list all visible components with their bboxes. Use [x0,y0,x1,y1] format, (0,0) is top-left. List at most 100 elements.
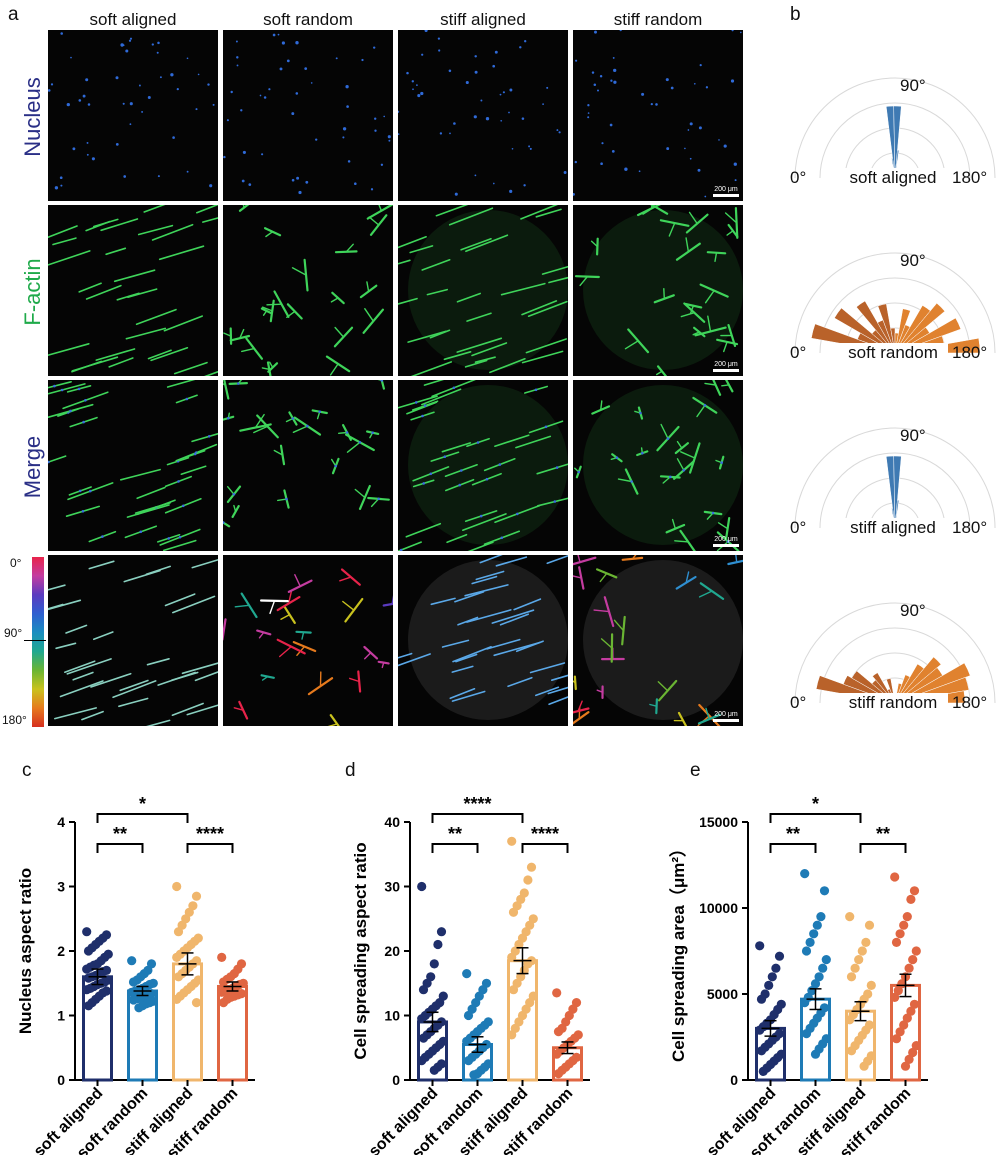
significance-bracket [433,814,523,823]
y-tick-label: 2 [57,943,65,959]
data-point [219,998,228,1007]
data-point [437,927,446,936]
data-point [820,886,829,895]
col-title-soft-random: soft random [223,10,393,30]
data-point [127,956,136,965]
panel-letter-b: b [790,4,801,26]
col-title-soft-aligned: soft aligned [48,10,218,30]
polar-0-label: soft aligned [838,168,948,188]
significance-label: **** [463,794,491,814]
micrograph-orientation-soft-random [223,555,393,726]
colorbar-label-90: 90° [4,626,22,640]
y-tick-label: 5000 [707,986,738,1002]
significance-bracket [98,814,188,823]
data-point [890,993,899,1002]
data-point [806,938,815,947]
significance-bracket [771,814,861,823]
polar-3-left-angle: 0° [790,693,806,713]
micrograph-merge-soft-random [223,380,393,551]
colorbar-tick-90 [24,640,46,641]
data-point [509,908,518,917]
data-point [800,869,809,878]
significance-label: ** [786,824,800,844]
data-point [419,1034,428,1043]
polar-1-right-angle: 180° [952,343,987,363]
row-label-f-actin: F-actin [20,217,46,367]
data-point [507,1030,516,1039]
data-point [845,912,854,921]
data-point [129,995,138,1004]
scale-bar: 200 μm [713,536,739,547]
significance-label: * [139,794,146,814]
y-axis-label: Nucleus aspect ratio [16,868,35,1034]
y-tick-label: 0 [392,1072,400,1088]
data-point [129,977,138,986]
significance-label: **** [196,824,224,844]
data-point [910,886,919,895]
polar-2-label: stiff aligned [838,518,948,538]
micrograph-nucleus-soft-random [223,30,393,201]
data-point [775,952,784,961]
panel-letter-a: a [8,4,19,26]
data-point [174,972,183,981]
data-point [759,1067,768,1076]
data-point [417,1056,426,1065]
orientation-colorbar [32,557,44,727]
y-tick-label: 4 [57,814,65,830]
data-point [527,863,536,872]
data-point [134,1003,143,1012]
micrograph-f-actin-soft-aligned [48,205,218,376]
data-point [172,953,181,962]
data-point [509,985,518,994]
data-point [464,1011,473,1020]
polar-3-top-angle: 90° [900,601,926,621]
data-point [865,921,874,930]
polar-plot-stiff-random: 0° 90° 180° stiff random [790,553,1000,725]
data-point [908,955,917,964]
data-point [554,1069,563,1078]
polar-0-right-angle: 180° [952,168,987,188]
col-title-stiff-aligned: stiff aligned [398,10,568,30]
data-point [84,1001,93,1010]
scale-bar-line [713,544,739,547]
data-point [845,1015,854,1024]
data-point [217,953,226,962]
data-point [905,964,914,973]
data-point [802,946,811,955]
data-point [768,972,777,981]
data-point [818,964,827,973]
data-point [903,912,912,921]
significance-label: ** [876,824,890,844]
significance-bracket [861,844,906,853]
micrograph-merge-stiff-aligned [398,380,568,551]
polar-plot-soft-aligned: 0° 90° 180° soft aligned [790,28,1000,200]
col-title-stiff-random: stiff random [573,10,743,30]
data-point [816,912,825,921]
data-point [430,959,439,968]
data-point [892,938,901,947]
scale-bar: 200 μm [713,361,739,372]
y-tick-label: 0 [730,1072,738,1088]
data-point [860,1062,869,1071]
scale-bar-label: 200 μm [713,186,739,193]
data-point [462,969,471,978]
scale-bar-line [713,194,739,197]
data-point [912,946,921,955]
micrograph-f-actin-stiff-random: 200 μm [573,205,743,376]
micrograph-merge-stiff-random: 200 μm [573,380,743,551]
row-label-merge: Merge [20,392,46,542]
data-point [764,981,773,990]
micrograph-merge-soft-aligned [48,380,218,551]
scale-bar-label: 200 μm [713,711,739,718]
significance-bracket [98,844,143,853]
data-point [172,882,181,891]
data-point [771,964,780,973]
polar-1-label: soft random [838,343,948,363]
micrograph-orientation-stiff-random: 200 μm [573,555,743,726]
polar-3-right-angle: 180° [952,693,987,713]
data-point [892,1034,901,1043]
data-point [192,892,201,901]
micrograph-f-actin-stiff-aligned [398,205,568,376]
